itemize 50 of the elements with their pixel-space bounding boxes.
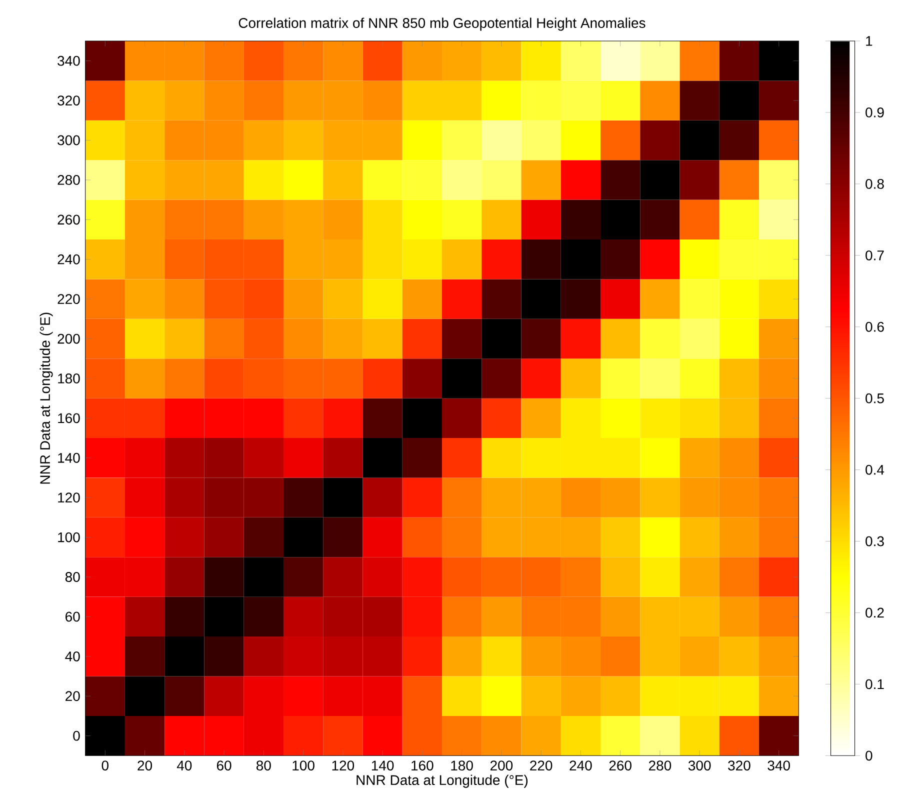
x-tick-label: 80 xyxy=(256,760,271,771)
y-tick-label: 260 xyxy=(58,214,80,225)
color-bar-label: 0.6 xyxy=(866,322,884,332)
x-tick-label: 240 xyxy=(570,760,592,771)
x-axis-title: NNR Data at Longitude (°E) xyxy=(356,774,528,788)
y-tick-label: 80 xyxy=(65,572,80,582)
color-bar-label: 0.5 xyxy=(866,393,884,404)
x-tick-label: 120 xyxy=(332,760,354,771)
y-tick-label: 340 xyxy=(58,56,80,66)
color-bar-label: 0.8 xyxy=(866,178,884,189)
y-tick-label: 200 xyxy=(58,334,80,344)
y-tick-label: 60 xyxy=(66,612,80,622)
color-bar-label: 0 xyxy=(866,750,872,761)
y-tick-label: 280 xyxy=(58,175,80,185)
x-tick-label: 280 xyxy=(648,760,672,771)
color-bar-label: 0.4 xyxy=(866,464,884,475)
y-tick-label: 300 xyxy=(58,135,80,146)
y-tick-label: 0 xyxy=(73,730,80,741)
x-tick-label: 160 xyxy=(412,760,434,771)
x-tick-label: 100 xyxy=(292,760,314,771)
x-tick-label: 340 xyxy=(768,760,790,771)
x-tick-label: 60 xyxy=(216,760,232,771)
x-tick-label: 220 xyxy=(530,760,552,771)
x-tick-label: 20 xyxy=(138,760,152,771)
color-bar-label: 1 xyxy=(866,36,872,46)
y-tick-label: 220 xyxy=(58,294,80,304)
y-tick-label: 40 xyxy=(65,651,80,662)
x-tick-label: 0 xyxy=(102,760,108,771)
x-tick-label: 200 xyxy=(490,760,513,771)
x-tick-label: 180 xyxy=(451,760,473,771)
y-tick-label: 120 xyxy=(58,492,80,503)
y-tick-label: 20 xyxy=(66,691,80,702)
x-tick-label: 320 xyxy=(728,760,750,771)
color-bar-label: 0.7 xyxy=(866,250,884,260)
y-tick-label: 320 xyxy=(58,96,80,106)
color-bar-label: 0.9 xyxy=(866,108,884,118)
color-bar-label: 0.3 xyxy=(866,536,884,546)
y-tick-label: 180 xyxy=(58,374,80,384)
y-axis-title: NNR Data at Longitude (°E) xyxy=(40,312,53,484)
y-tick-label: 160 xyxy=(58,413,80,424)
color-bar-label: 0.1 xyxy=(866,679,884,690)
y-tick-label: 100 xyxy=(58,532,80,542)
x-tick-label: 140 xyxy=(372,760,394,771)
y-tick-label: 240 xyxy=(58,254,80,264)
x-tick-label: 40 xyxy=(176,760,192,771)
color-bar-label: 0.2 xyxy=(866,608,884,618)
x-tick-label: 260 xyxy=(609,760,632,771)
x-tick-label: 300 xyxy=(688,760,711,771)
chart-title: Correlation matrix of NNR 850 mb Geopotential Height Anomalies xyxy=(238,18,646,31)
y-tick-label: 140 xyxy=(58,452,80,463)
